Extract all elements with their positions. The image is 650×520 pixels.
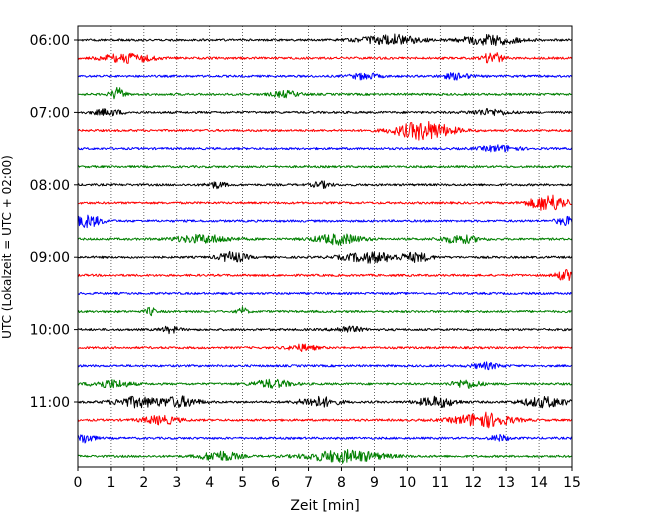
x-tick-label: 3 — [172, 475, 181, 491]
x-tick-label: 1 — [106, 475, 115, 491]
trace-0615 — [77, 52, 573, 64]
trace-0830 — [77, 214, 573, 229]
y-tick-label: 07:00 — [30, 105, 70, 121]
seismic-traces — [77, 33, 573, 464]
y-axis-ticks: 06:00 07:00 08:00 09:00 10:00 11:00 — [30, 33, 78, 411]
trace-0630 — [77, 72, 573, 81]
trace-0915 — [77, 269, 573, 281]
x-tick-label: 9 — [370, 475, 379, 491]
x-tick-label: 12 — [464, 475, 482, 491]
x-tick-label: 2 — [139, 475, 148, 491]
y-tick-label: 11:00 — [30, 395, 70, 411]
trace-0715 — [77, 120, 573, 141]
trace-0745 — [77, 165, 573, 169]
trace-0815 — [77, 194, 573, 211]
trace-0600 — [77, 33, 573, 47]
trace-1130 — [77, 433, 573, 444]
trace-0645 — [77, 86, 573, 100]
y-tick-label: 09:00 — [30, 250, 70, 266]
x-axis-ticks: 0 1 2 3 4 5 6 7 8 9 10 11 12 13 14 15 — [74, 467, 581, 491]
trace-0730 — [77, 144, 573, 153]
x-axis-label: Zeit [min] — [290, 498, 359, 514]
y-tick-label: 06:00 — [30, 33, 70, 49]
x-tick-label: 8 — [337, 475, 346, 491]
x-tick-label: 10 — [398, 475, 416, 491]
x-tick-label: 7 — [304, 475, 313, 491]
x-tick-label: 11 — [431, 475, 449, 491]
x-tick-label: 5 — [238, 475, 247, 491]
trace-1045 — [77, 378, 573, 390]
trace-0900 — [77, 250, 573, 264]
trace-1145 — [77, 448, 573, 464]
trace-1000 — [77, 325, 573, 335]
trace-0700 — [77, 108, 573, 117]
x-tick-label: 14 — [530, 475, 548, 491]
y-tick-label: 10:00 — [30, 323, 70, 339]
x-tick-label: 15 — [563, 475, 581, 491]
trace-0845 — [77, 233, 573, 246]
y-axis-label: UTC (Lokalzeit = UTC + 02:00) — [0, 155, 14, 339]
trace-0930 — [77, 291, 573, 295]
trace-1100 — [77, 395, 573, 409]
trace-1030 — [77, 361, 573, 371]
x-tick-label: 13 — [497, 475, 515, 491]
trace-0945 — [77, 306, 573, 317]
x-tick-label: 4 — [205, 475, 214, 491]
plot-frame — [77, 25, 573, 468]
y-tick-label: 08:00 — [30, 178, 70, 194]
trace-0800 — [77, 180, 573, 190]
trace-1115 — [77, 411, 573, 429]
x-tick-label: 0 — [74, 475, 83, 491]
trace-1015 — [77, 343, 573, 352]
x-tick-label: 6 — [271, 475, 280, 491]
